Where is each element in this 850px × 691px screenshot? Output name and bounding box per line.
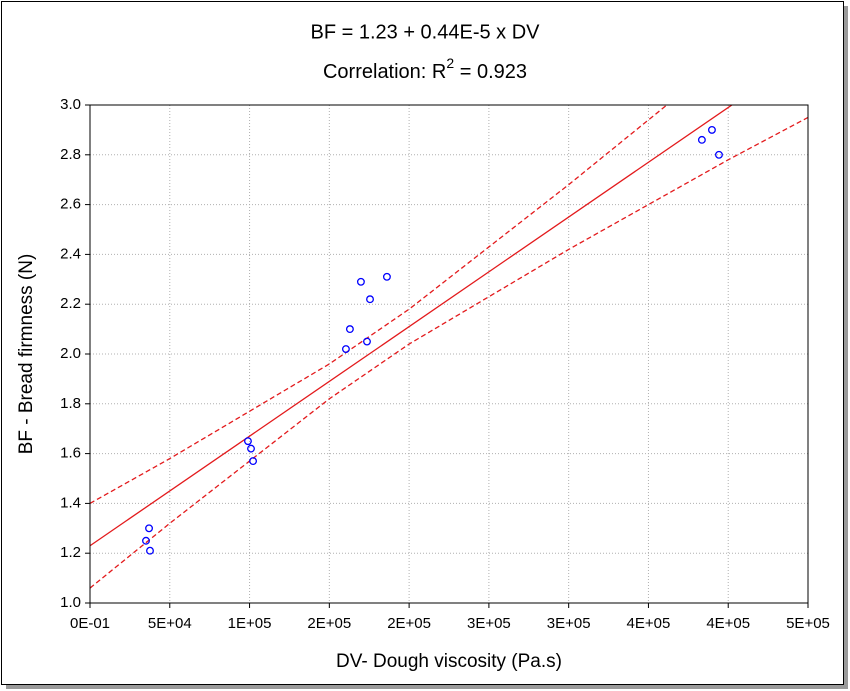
data-point [366, 295, 374, 304]
x-tick-label: 2E+05 [387, 615, 431, 632]
data-point [341, 345, 350, 353]
x-tick-label: 0E-01 [70, 615, 110, 632]
x-tick-label: 5E+05 [786, 615, 830, 632]
x-tick-label: 1E+05 [228, 615, 272, 632]
y-tick-label: 1.2 [60, 544, 81, 561]
data-point [382, 272, 391, 281]
confidence-line [90, 105, 668, 504]
data-point [363, 337, 371, 346]
chart-subtitle: Correlation: R2 = 0.923 [323, 55, 527, 84]
data-point [249, 457, 258, 466]
y-tick-label: 1.4 [60, 494, 81, 511]
y-tick-label: 2.6 [60, 196, 81, 213]
subtitle-text: Correlation: R [323, 61, 446, 83]
y-tick-label: 3.0 [60, 96, 81, 113]
subtitle-text: = 0.923 [454, 61, 527, 83]
plot-area [90, 105, 808, 589]
regression-line [90, 105, 733, 547]
x-tick-label: 4E+05 [706, 615, 750, 632]
chart-title: BF = 1.23 + 0.44E-5 x DV [310, 21, 540, 43]
data-point [345, 325, 354, 334]
data-point [707, 125, 716, 134]
data-point [145, 524, 153, 533]
y-tick-label: 1.8 [60, 395, 81, 412]
subtitle-superscript: 2 [446, 55, 454, 71]
y-tick-label: 2.0 [60, 345, 81, 362]
x-tick-label: 5E+04 [148, 615, 192, 632]
data-point [247, 444, 255, 453]
data-point [146, 546, 154, 555]
ticks: 0E-01 5E+04 1E+05 2E+05 2E+05 3E+05 3E+05 4E+05… [60, 96, 830, 632]
y-tick-label: 1.6 [60, 445, 81, 462]
x-tick-label: 3E+05 [547, 615, 591, 632]
confidence-line [90, 116, 808, 589]
x-tick-label: 2E+05 [307, 615, 351, 632]
x-axis-label: DV- Dough viscosity (Pa.s) [336, 651, 562, 672]
x-tick-label: 4E+05 [627, 615, 671, 632]
data-point [715, 150, 723, 159]
data-point [356, 277, 365, 286]
data-point [244, 437, 252, 446]
data-point [142, 536, 150, 545]
data-point [697, 135, 706, 144]
y-tick-label: 2.8 [60, 146, 81, 163]
y-tick-label: 1.0 [60, 594, 81, 611]
y-tick-label: 2.4 [60, 245, 81, 262]
y-tick-label: 2.2 [60, 295, 81, 312]
x-tick-label: 3E+05 [467, 615, 511, 632]
y-axis-label: BF - Bread firmness (N) [16, 254, 37, 455]
